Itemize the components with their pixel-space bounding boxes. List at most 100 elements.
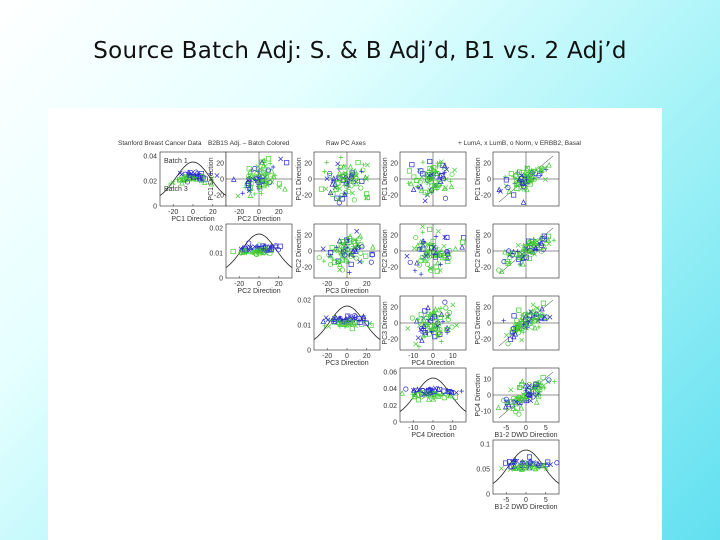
data-point — [526, 248, 533, 254]
data-point — [433, 251, 439, 257]
data-point — [509, 326, 515, 332]
data-point — [209, 176, 215, 181]
data-point — [538, 242, 544, 248]
data-point — [344, 183, 350, 189]
data-point — [430, 174, 436, 179]
data-point — [324, 160, 329, 165]
x-axis-label: PC2 Direction — [237, 288, 280, 295]
data-point — [360, 315, 366, 321]
data-point — [503, 396, 509, 402]
data-point — [422, 198, 428, 204]
data-point — [452, 167, 457, 173]
data-point — [437, 178, 444, 184]
data-point — [442, 195, 449, 201]
data-point — [546, 377, 552, 383]
y-tick-label: 20 — [216, 160, 224, 167]
data-point — [419, 325, 425, 332]
data-point — [352, 317, 357, 323]
data-point — [439, 339, 444, 344]
data-point — [414, 386, 421, 392]
data-point — [343, 190, 349, 196]
data-point — [526, 382, 532, 388]
data-point — [435, 333, 440, 338]
data-point — [230, 176, 237, 182]
data-point — [420, 224, 425, 229]
data-point — [328, 261, 334, 268]
data-point — [431, 252, 437, 258]
data-point — [496, 267, 502, 273]
data-point — [452, 394, 458, 400]
data-point — [423, 393, 429, 399]
data-point — [536, 324, 542, 330]
data-point — [259, 169, 265, 175]
data-point — [526, 255, 532, 261]
data-point — [258, 166, 264, 172]
y-tick-label: 0 — [307, 348, 311, 355]
data-point — [530, 394, 536, 400]
data-point — [446, 255, 452, 261]
x-tick-label: -10 — [408, 353, 418, 360]
data-point — [445, 387, 450, 393]
data-point — [418, 317, 424, 323]
x-tick-label: 5 — [544, 497, 548, 504]
data-point — [437, 314, 443, 320]
data-point — [523, 321, 529, 327]
data-point — [420, 159, 426, 165]
data-point — [422, 330, 428, 336]
x-tick-label: 0 — [431, 353, 435, 360]
data-point — [240, 191, 245, 196]
data-point — [404, 253, 410, 259]
data-point — [348, 261, 354, 267]
data-point — [428, 182, 434, 188]
data-point — [241, 247, 248, 253]
data-point — [342, 324, 348, 329]
data-point — [440, 319, 446, 324]
x-tick-label: 20 — [275, 209, 283, 216]
data-point — [416, 246, 422, 252]
y-axis-label: PC1 Direction — [475, 157, 482, 200]
data-point — [353, 255, 359, 261]
y-tick-label: -10 — [481, 409, 491, 416]
data-point — [338, 164, 344, 170]
data-point — [271, 173, 277, 179]
data-point — [419, 390, 425, 396]
data-point — [323, 186, 329, 192]
data-point — [441, 185, 448, 192]
data-point — [365, 162, 370, 168]
data-point — [333, 186, 339, 192]
data-point — [442, 177, 448, 182]
y-tick-label: -20 — [388, 265, 398, 272]
x-tick-label: -20 — [168, 209, 178, 216]
data-point — [545, 459, 551, 465]
data-point — [459, 388, 464, 394]
data-point — [358, 321, 365, 327]
x-axis-label: PC4 Direction — [411, 432, 454, 439]
data-point — [338, 321, 344, 327]
data-point — [427, 226, 433, 232]
data-point — [510, 251, 516, 257]
data-point — [358, 185, 364, 191]
y-tick-label: 20 — [390, 304, 398, 311]
data-point — [515, 242, 521, 248]
data-point — [262, 244, 268, 250]
data-point — [320, 318, 327, 324]
data-point — [516, 411, 522, 417]
data-point — [276, 181, 283, 187]
data-point — [441, 175, 447, 182]
data-point — [360, 167, 366, 173]
data-point — [356, 316, 362, 322]
x-tick-label: 0 — [431, 425, 435, 432]
data-point — [521, 312, 527, 318]
data-point — [437, 393, 443, 398]
data-point — [531, 390, 536, 396]
data-point — [363, 176, 369, 182]
y-tick-label: -20 — [388, 337, 398, 344]
data-point — [427, 389, 434, 395]
x-tick-label: -5 — [503, 425, 509, 432]
data-point — [440, 391, 445, 397]
data-point — [318, 186, 325, 192]
x-tick-label: 0 — [345, 281, 349, 288]
data-point — [347, 270, 352, 275]
data-point — [336, 169, 343, 176]
